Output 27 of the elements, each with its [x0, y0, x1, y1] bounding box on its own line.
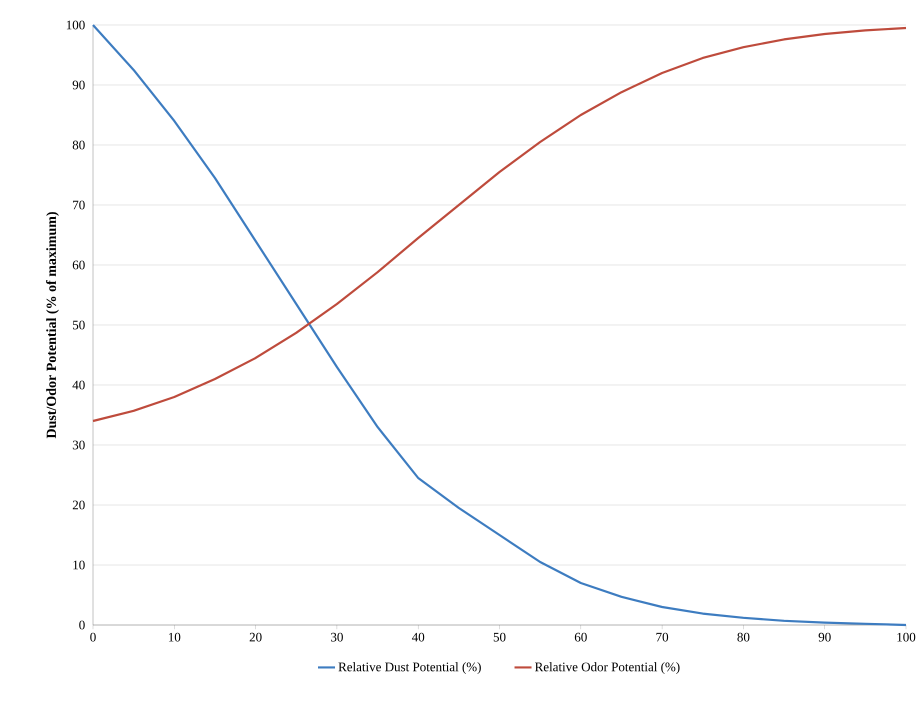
x-tick-label: 50: [494, 632, 506, 642]
x-tick-label: 10: [168, 632, 180, 642]
line-series: [92, 26, 908, 422]
x-tick-label: 80: [737, 632, 750, 642]
line-series: [92, 24, 908, 626]
y-tick-label: 60: [72, 260, 85, 270]
x-tick-label: 20: [250, 632, 262, 642]
legend-label: Relative Odor Potential (%): [535, 662, 680, 674]
y-tick-label: 80: [72, 140, 85, 150]
x-tick-label: 90: [818, 632, 831, 642]
x-tick-label: 40: [412, 632, 424, 642]
x-tick-label: 60: [574, 632, 587, 642]
legend-label: Relative Dust Potential (%): [338, 662, 481, 674]
y-tick-label: 50: [72, 320, 85, 330]
y-tick-label: 10: [73, 560, 85, 570]
y-tick-label: 70: [73, 200, 85, 210]
x-tick-label: 70: [656, 632, 668, 642]
x-tick-label: 100: [897, 632, 916, 642]
y-tick-label: 30: [72, 440, 85, 450]
y-tick-label: 100: [66, 20, 85, 30]
x-tick-label: 0: [90, 632, 96, 642]
y-tick-label: 90: [72, 80, 85, 90]
y-tick-label: 20: [72, 500, 85, 510]
y-tick-label: 40: [72, 380, 85, 390]
y-tick-label: 0: [79, 620, 85, 630]
y-axis-title: Dust/Odor Potential (% of maximum): [46, 212, 59, 438]
x-tick-label: 30: [331, 632, 343, 642]
